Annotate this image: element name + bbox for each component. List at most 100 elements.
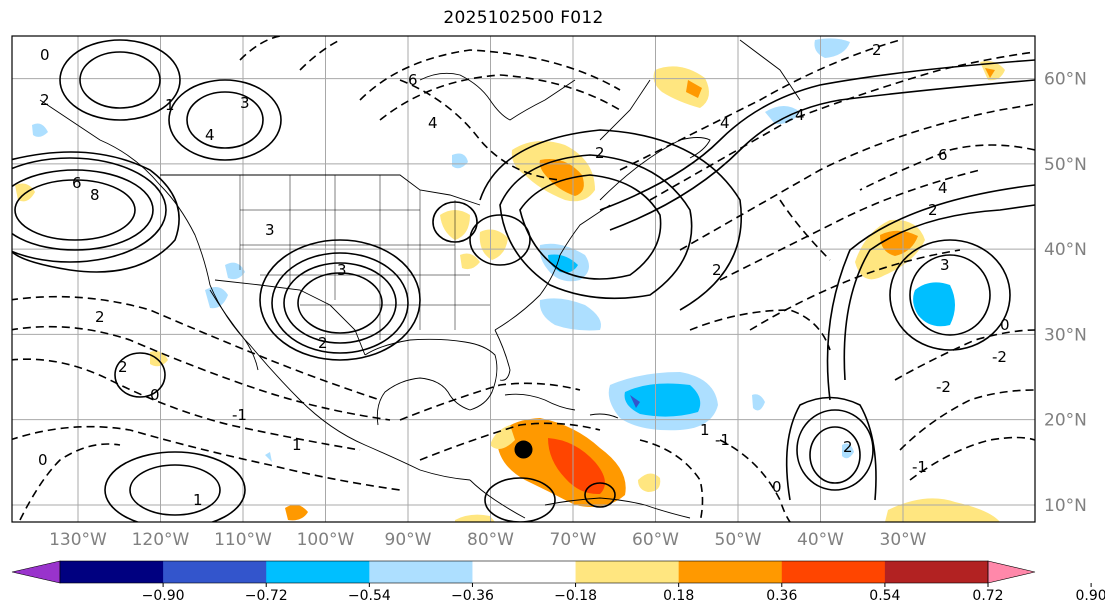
shade-positive-se bbox=[885, 498, 1000, 522]
contour-label: 4 bbox=[720, 114, 730, 132]
contour-label: 2 bbox=[712, 261, 722, 279]
shade-negative-mid bbox=[452, 153, 468, 169]
colorbar-segment bbox=[678, 561, 783, 583]
colorbar-tick-label: −0.18 bbox=[554, 588, 597, 604]
contour-dashed-2 bbox=[12, 325, 391, 421]
latitude-tick-label: 20°N bbox=[1044, 411, 1087, 431]
contour-label: 2 bbox=[40, 91, 50, 109]
shade-light-caribbean-2 bbox=[455, 514, 495, 522]
contour-east-low-3 bbox=[479, 129, 742, 311]
shade-negative-pacific bbox=[32, 123, 48, 137]
shade-negative-azores-2 bbox=[842, 443, 854, 459]
contour-pacific-high-4 bbox=[12, 151, 180, 273]
contour-label: -2 bbox=[936, 378, 951, 396]
shade-light-caribbean-3 bbox=[638, 473, 661, 492]
colorbar bbox=[11, 560, 1036, 584]
contour-label: 2 bbox=[595, 144, 605, 162]
contour-label: -1 bbox=[232, 406, 247, 424]
colorbar-tick-label: −0.36 bbox=[451, 588, 494, 604]
longitude-tick-label: 60°W bbox=[632, 530, 679, 550]
colorbar-segment bbox=[60, 561, 164, 583]
coastline-central-america bbox=[469, 479, 526, 519]
contour-dashed-25 bbox=[299, 39, 341, 71]
shade-positive-labrador-core bbox=[686, 80, 702, 98]
contour-dashed-3 bbox=[12, 358, 361, 451]
contour-dashed-6 bbox=[399, 79, 561, 181]
longitude-tick-label: 70°W bbox=[550, 530, 597, 550]
contour-label: 6 bbox=[408, 71, 418, 89]
contour-east-low-1 bbox=[519, 174, 662, 280]
contour-label: 2 bbox=[928, 201, 938, 219]
shade-negative-coast bbox=[539, 298, 601, 331]
coastline-east bbox=[494, 204, 611, 331]
contour-atlantic-ridge-2 bbox=[609, 79, 1035, 231]
contour-carib-1 bbox=[484, 477, 556, 522]
latitude-tick-label: 50°N bbox=[1044, 155, 1087, 175]
contour-label: 2 bbox=[118, 358, 128, 376]
contour-label: 2 bbox=[95, 308, 105, 326]
contour-label: 1 bbox=[193, 491, 203, 509]
coastline-hispaniola bbox=[589, 413, 619, 419]
contour-label: 0 bbox=[40, 46, 50, 64]
contour-east-atlantic-3 bbox=[843, 204, 1035, 381]
colorbar-tick-label: −0.72 bbox=[245, 588, 288, 604]
longitude-tick-label: 40°W bbox=[797, 530, 844, 550]
contour-dashed-18 bbox=[909, 436, 1035, 481]
latitude-labels: 10°N 20°N 30°N 40°N 50°N 60°N bbox=[1044, 70, 1087, 516]
coastline-greenland bbox=[739, 39, 801, 101]
longitude-tick-label: 80°W bbox=[467, 530, 514, 550]
storm-center-marker bbox=[514, 440, 533, 459]
longitude-tick-label: 130°W bbox=[49, 530, 107, 550]
contour-label: -2 bbox=[992, 348, 1007, 366]
contour-pacific-high-2 bbox=[12, 169, 154, 251]
contour-atlantic-ridge-1 bbox=[599, 59, 1035, 211]
coastline-baja bbox=[209, 289, 259, 371]
contour-label: 3 bbox=[265, 221, 275, 239]
contour-subtrop-2 bbox=[796, 409, 874, 491]
shade-positive-labrador bbox=[653, 66, 709, 108]
contour-label: 4 bbox=[428, 114, 438, 132]
contour-sw-high-1 bbox=[297, 272, 383, 334]
contour-subtrop-3 bbox=[785, 396, 877, 501]
shade-positive-lakes-2 bbox=[479, 229, 508, 260]
contour-dashed-23 bbox=[419, 422, 601, 461]
contour-pac-south-1 bbox=[129, 464, 221, 516]
colorbar-tick-label: −0.54 bbox=[348, 588, 391, 604]
contour-lakes-2 bbox=[469, 214, 531, 266]
contour-dashed-13 bbox=[749, 249, 961, 331]
contour-dashed-17 bbox=[899, 389, 1035, 451]
contour-nw-low-1 bbox=[186, 91, 264, 149]
contour-dashed-14 bbox=[689, 309, 831, 351]
longitude-labels: 130°W 120°W 110°W 100°W 90°W 80°W 70°W 60°W 50°W… bbox=[49, 530, 927, 550]
longitude-tick-label: 50°W bbox=[715, 530, 762, 550]
colorbar-tick-label: 0.18 bbox=[663, 588, 694, 604]
contour-dashed-20 bbox=[859, 144, 1035, 191]
contour-label: 6 bbox=[938, 146, 948, 164]
latitude-tick-label: 40°N bbox=[1044, 240, 1087, 260]
contour-dashed-7 bbox=[359, 49, 621, 101]
shade-positive-nw-core bbox=[985, 68, 995, 78]
contour-label: 0 bbox=[150, 386, 160, 404]
contour-label: -1 bbox=[715, 431, 730, 449]
colorbar-tick-label: −0.90 bbox=[142, 588, 185, 604]
contour-nw-low-3 bbox=[79, 51, 161, 109]
coastline-south-america bbox=[544, 497, 691, 519]
contour-east-low-2 bbox=[499, 154, 693, 300]
colorbar-segment bbox=[781, 561, 886, 583]
map-frame bbox=[11, 35, 1036, 523]
shade-negative-east-atlantic bbox=[913, 282, 955, 327]
colorbar-segment bbox=[369, 561, 473, 583]
contour-subtrop-1 bbox=[809, 426, 861, 484]
colorbar-tick-labels: −0.90 −0.72 −0.54 −0.36 −0.18 0.18 0.36 0.54 0.7… bbox=[142, 583, 1105, 604]
shade-negative-greenland bbox=[814, 38, 850, 58]
contour-label: 1 bbox=[165, 96, 175, 114]
contour-sw-high-3 bbox=[271, 252, 409, 354]
contour-nw-low-2 bbox=[168, 79, 282, 161]
latitude-tick-label: 10°N bbox=[1044, 496, 1087, 516]
colorbar-segment bbox=[266, 561, 370, 583]
coastline-layer bbox=[39, 39, 801, 519]
contour-dashed-24 bbox=[239, 36, 281, 61]
contour-dashed-1 bbox=[12, 295, 381, 401]
coastline-gulf bbox=[364, 338, 498, 426]
contour-carib-2 bbox=[584, 482, 616, 508]
